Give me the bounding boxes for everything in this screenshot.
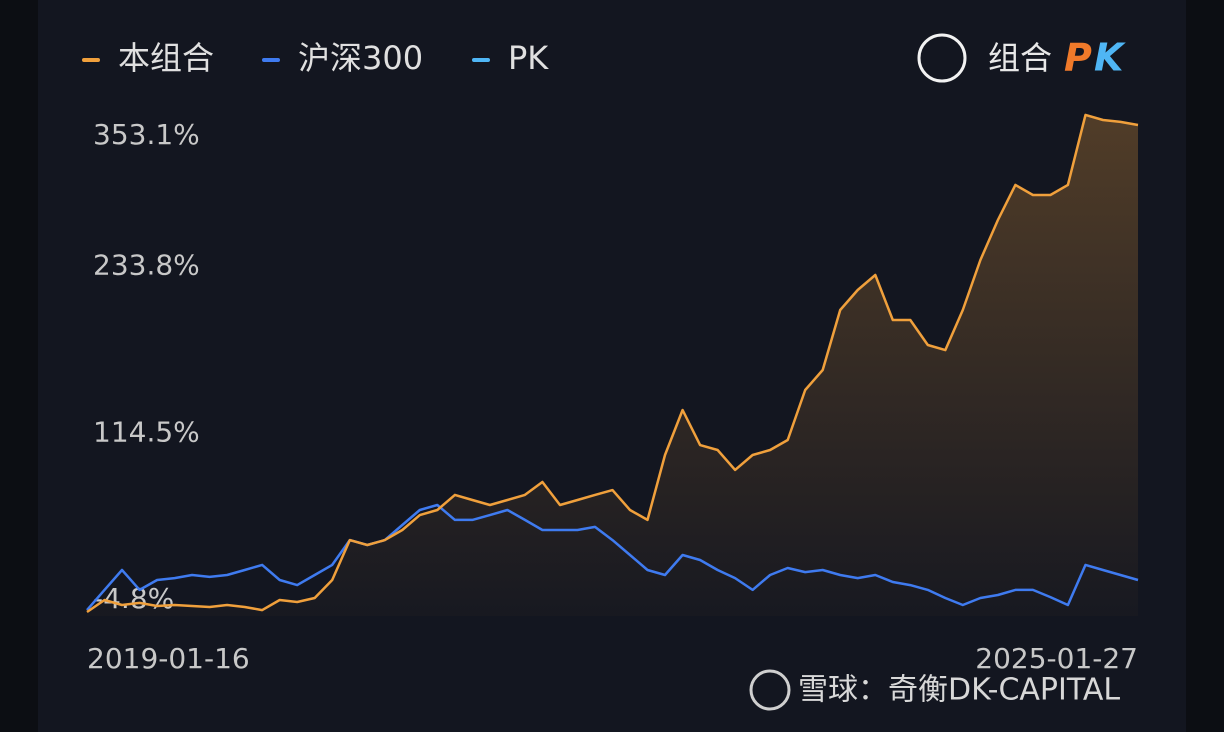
y-tick-label: 114.5% bbox=[93, 415, 200, 448]
pk-label[interactable]: 组合 bbox=[988, 39, 1052, 77]
y-tick-label: 353.1% bbox=[93, 118, 200, 151]
series-area bbox=[87, 114, 1138, 617]
legend-label: 沪深300 bbox=[298, 39, 423, 77]
pk-badge-k[interactable]: K bbox=[1094, 36, 1126, 80]
series-line bbox=[86, 113, 1139, 614]
pk-toggle[interactable] bbox=[917, 33, 967, 83]
x-tick-label: 2019-01-16 bbox=[87, 642, 250, 675]
x-tick-label: 2025-01-27 bbox=[975, 642, 1138, 675]
pk-badge-p[interactable]: P bbox=[1064, 36, 1092, 80]
y-tick-label: 233.8% bbox=[93, 249, 200, 282]
series-line bbox=[86, 503, 1139, 611]
watermark: 雪球：奇衡DK-CAPITAL bbox=[798, 673, 1120, 708]
watermark-icon bbox=[749, 669, 791, 711]
pk-button[interactable]: 组合 P K bbox=[917, 33, 1126, 83]
legend-label: 本组合 bbox=[118, 39, 214, 77]
legend-label: PK bbox=[508, 39, 549, 77]
